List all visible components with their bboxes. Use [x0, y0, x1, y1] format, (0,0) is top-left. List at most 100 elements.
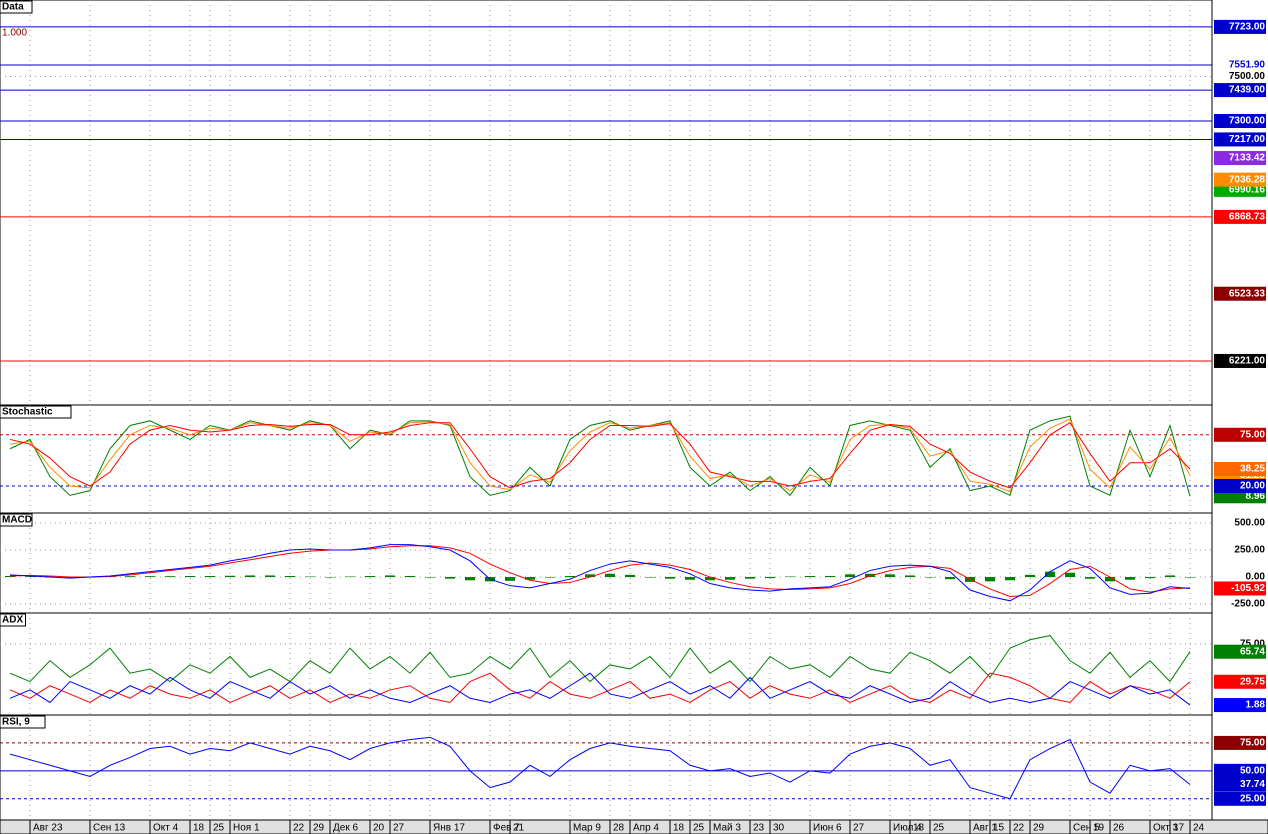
histogram-bar — [1065, 572, 1075, 578]
value-label: 6221.00 — [1229, 356, 1266, 367]
panel-title: Stochastic — [2, 407, 53, 418]
histogram-bar — [665, 577, 675, 579]
value-label: 50.00 — [1240, 765, 1265, 776]
value-label-box — [1214, 674, 1266, 689]
histogram-bar — [1185, 577, 1195, 578]
histogram-bar — [1165, 575, 1175, 578]
value-label: 7133.42 — [1229, 153, 1266, 164]
panel-title-box — [0, 613, 26, 627]
value-label: 20.00 — [1240, 481, 1265, 492]
value-label-box — [1214, 209, 1266, 224]
histogram-bar — [1045, 571, 1055, 578]
histogram-bar — [245, 575, 255, 578]
histogram-bar — [5, 575, 15, 578]
value-label-box — [1214, 353, 1266, 368]
panel-title: MACD — [2, 515, 32, 526]
series-line — [9, 544, 1191, 602]
panel-title-box — [0, 405, 72, 419]
histogram-bar — [305, 576, 315, 578]
histogram-bar — [125, 576, 135, 578]
x-tick-label: 18 — [673, 823, 685, 834]
value-label: 6523.33 — [1229, 288, 1266, 299]
histogram-bar — [1025, 574, 1035, 578]
series-line — [9, 635, 1191, 683]
value-label-box — [1214, 479, 1266, 493]
x-tick-label: 27 — [853, 823, 865, 834]
x-tick-label: Сен 13 — [93, 823, 126, 834]
value-label: 65.74 — [1240, 646, 1265, 657]
value-label-box — [1214, 581, 1266, 596]
y-tick-label: 250.00 — [1234, 545, 1265, 556]
x-tick-label: Окт 3 — [1153, 823, 1179, 834]
x-tick-label: Июл 4 — [893, 823, 922, 834]
panel-title: Data — [2, 2, 24, 13]
x-tick-label: 27 — [393, 823, 405, 834]
histogram-bar — [345, 576, 355, 578]
x-tick-label: 15 — [993, 823, 1005, 834]
x-tick-label: 19 — [1093, 823, 1105, 834]
histogram-bar — [785, 576, 795, 578]
x-tick-label: 20 — [373, 823, 385, 834]
histogram-bar — [1105, 577, 1115, 582]
histogram-bar — [1145, 577, 1155, 579]
histogram-bar — [805, 575, 815, 578]
x-tick-label: 25 — [933, 823, 945, 834]
histogram-bar — [185, 575, 195, 578]
x-tick-label: 24 — [1193, 823, 1205, 834]
value-label: 37.74 — [1240, 779, 1265, 790]
histogram-bar — [645, 577, 655, 578]
histogram-bar — [505, 577, 515, 581]
histogram-bar — [705, 577, 715, 581]
value-label: 29.75 — [1240, 676, 1265, 687]
value-label: 7217.00 — [1229, 134, 1266, 145]
series-line — [9, 736, 1191, 800]
series-line — [9, 545, 1191, 597]
y-tick-label: 500.00 — [1234, 518, 1265, 529]
x-tick-label: 25 — [213, 823, 225, 834]
histogram-bar — [625, 574, 635, 578]
histogram-bar — [465, 577, 475, 581]
value-label: 7551.90 — [1229, 60, 1266, 71]
y-tick-label: 75.00 — [1240, 639, 1265, 650]
value-label-box — [1214, 83, 1266, 98]
histogram-bar — [285, 575, 295, 578]
x-tick-label: 28 — [613, 823, 625, 834]
x-tick-label: Май 3 — [713, 823, 741, 834]
value-label: 7723.00 — [1229, 22, 1266, 33]
value-label: 7439.00 — [1229, 85, 1266, 96]
value-label-box — [1214, 698, 1266, 713]
panel-title-box — [0, 513, 33, 527]
histogram-bar — [865, 573, 875, 578]
histogram-bar — [385, 575, 395, 578]
histogram-bar — [425, 577, 435, 578]
series-line — [9, 415, 1191, 497]
value-label-box — [1214, 735, 1266, 750]
x-tick-label: 18 — [913, 823, 925, 834]
histogram-bar — [605, 573, 615, 578]
x-tick-label: 21 — [513, 823, 525, 834]
series-line — [9, 422, 1191, 489]
histogram-bar — [845, 574, 855, 578]
x-tick-label: Авг 23 — [33, 823, 63, 834]
value-label-box — [1214, 151, 1266, 166]
value-label: 6868.73 — [1229, 212, 1266, 223]
value-label: 8.96 — [1246, 491, 1266, 502]
x-tick-label: Окт 4 — [153, 823, 179, 834]
histogram-bar — [685, 577, 695, 580]
x-tick-label: Дек 6 — [333, 823, 358, 834]
value-label: 7300.00 — [1229, 116, 1266, 127]
histogram-bar — [565, 575, 575, 578]
x-tick-label: 29 — [1033, 823, 1045, 834]
x-tick-label: Ноя 1 — [233, 823, 260, 834]
panel-subtitle: 1.000 — [2, 28, 27, 39]
histogram-bar — [985, 577, 995, 582]
panel-title: ADX — [2, 615, 23, 626]
histogram-bar — [945, 577, 955, 580]
value-label: 75.00 — [1240, 429, 1265, 440]
histogram-bar — [745, 577, 755, 579]
value-label-box — [1214, 462, 1266, 477]
x-tick-label: 30 — [773, 823, 785, 834]
panel-title-box — [0, 715, 46, 729]
